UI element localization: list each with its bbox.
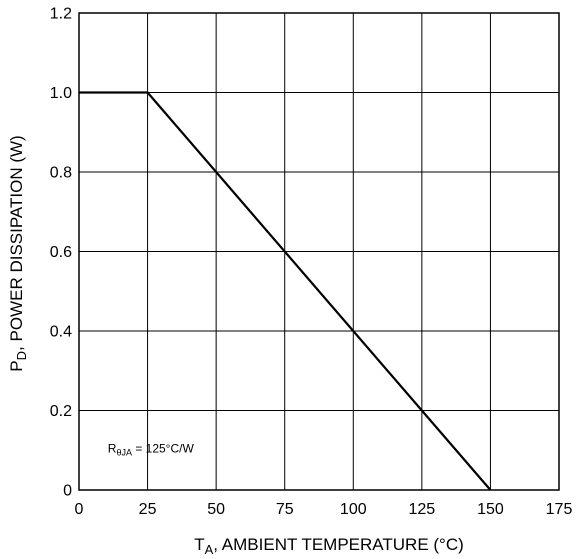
x-tick-label: 175 bbox=[546, 501, 573, 518]
x-axis-label-main: T bbox=[194, 535, 204, 554]
plot-frame bbox=[78, 12, 560, 491]
x-tick-label: 150 bbox=[477, 501, 504, 518]
y-tick-label: 0.6 bbox=[50, 244, 72, 261]
y-tick-label: 1.2 bbox=[50, 6, 72, 23]
x-axis-label-sub: A bbox=[205, 542, 214, 557]
annotation-rest: = 125°C/W bbox=[132, 441, 194, 455]
x-axis-label-rest: , AMBIENT TEMPERATURE (°C) bbox=[213, 535, 464, 554]
x-tick-label: 50 bbox=[207, 501, 225, 518]
x-tick-label: 75 bbox=[276, 501, 294, 518]
y-axis-label-sub: D bbox=[14, 351, 29, 360]
annotation-main: R bbox=[108, 441, 117, 455]
series-group bbox=[79, 91, 492, 491]
y-tick-label: 0.4 bbox=[50, 324, 72, 341]
x-tick-label: 25 bbox=[139, 501, 157, 518]
grid-lines bbox=[79, 13, 559, 490]
x-axis-label: TA, AMBIENT TEMPERATURE (°C) bbox=[194, 535, 464, 557]
x-tick-label: 0 bbox=[75, 501, 84, 518]
y-tick-labels: 0 0.2 0.4 0.6 0.8 1.0 1.2 bbox=[50, 6, 72, 500]
power-derating-line bbox=[79, 91, 492, 491]
y-axis-label-main: P bbox=[7, 360, 26, 371]
y-tick-label: 0.8 bbox=[50, 165, 72, 182]
thermal-resistance-annotation: RθJA = 125°C/W bbox=[108, 441, 195, 457]
x-tick-label: 125 bbox=[409, 501, 436, 518]
y-tick-label: 0 bbox=[63, 483, 72, 500]
annotation-sub: θJA bbox=[116, 447, 132, 457]
x-tick-labels: 0 25 50 75 100 125 150 175 bbox=[75, 501, 573, 518]
x-tick-label: 100 bbox=[340, 501, 367, 518]
y-tick-label: 1.0 bbox=[50, 85, 72, 102]
y-axis-label: PD, POWER DISSIPATION (W) bbox=[7, 135, 29, 371]
y-tick-label: 0.2 bbox=[50, 403, 72, 420]
y-axis-label-rest: , POWER DISSIPATION (W) bbox=[7, 135, 26, 351]
